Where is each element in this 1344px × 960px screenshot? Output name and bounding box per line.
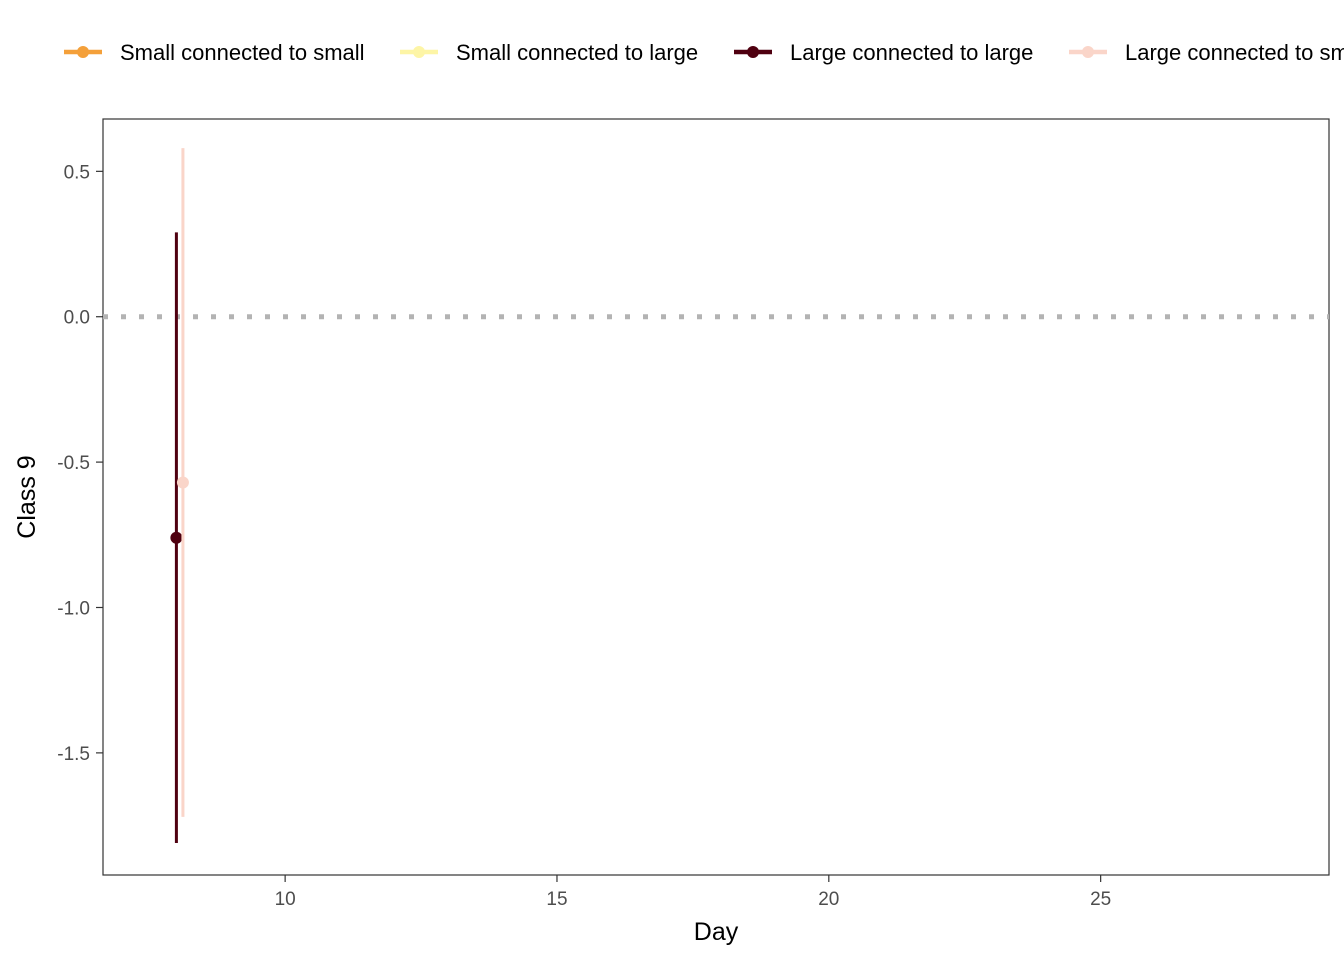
x-tick-label: 15 — [546, 889, 567, 910]
legend-key-point-3 — [1082, 46, 1094, 58]
x-axis: 10 15 20 25 — [275, 875, 1111, 910]
y-tick-label: 0.0 — [64, 308, 90, 329]
x-tick-label: 20 — [818, 889, 839, 910]
x-tick-label: 25 — [1090, 889, 1111, 910]
y-tick-label: 0.5 — [64, 162, 90, 183]
legend-key-point-0 — [77, 46, 89, 58]
legend: Small connected to small Small connected … — [64, 40, 1344, 65]
y-tick-label: -1.0 — [57, 598, 90, 619]
y-axis-title: Class 9 — [13, 455, 41, 538]
legend-label-2: Large connected to large — [790, 40, 1033, 65]
y-axis: 0.5 0.0 -0.5 -1.0 -1.5 — [57, 162, 103, 765]
y-tick-label: -1.5 — [57, 744, 90, 765]
legend-key-point-2 — [747, 46, 759, 58]
x-tick-label: 10 — [275, 889, 296, 910]
data-point-series-3-point-0 — [176, 476, 189, 489]
legend-label-3: Large connected to small — [1125, 40, 1344, 65]
series-group — [170, 148, 189, 844]
plot-panel — [102, 118, 1330, 876]
y-tick-label: -0.5 — [57, 453, 90, 474]
legend-label-1: Small connected to large — [456, 40, 698, 65]
legend-label-0: Small connected to small — [120, 40, 365, 65]
x-axis-title: Day — [694, 918, 739, 946]
data-point-series-2-point-0 — [170, 531, 183, 544]
legend-key-point-1 — [413, 46, 425, 58]
